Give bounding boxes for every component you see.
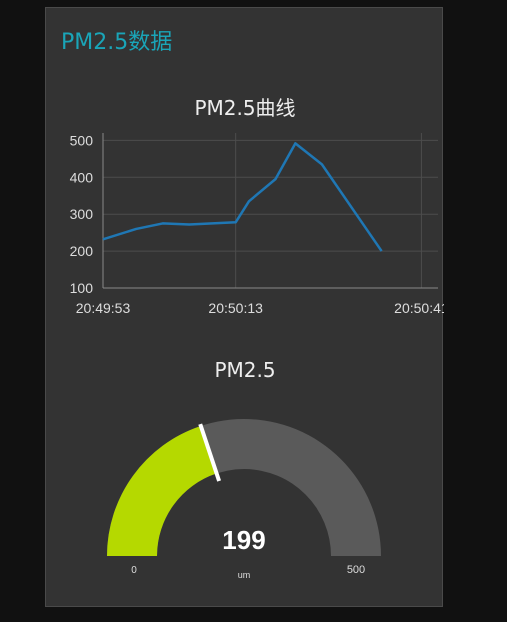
- chart-title: PM2.5曲线: [194, 96, 296, 120]
- card-title: PM2.5数据: [61, 30, 173, 55]
- y-tick-label: 500: [70, 132, 94, 148]
- chart-ticks: 500 400 300 200 100 20:49:53 20:50:13 20:50:41: [70, 132, 444, 316]
- y-tick-label: 200: [70, 243, 94, 259]
- gauge-fill: [107, 425, 217, 556]
- pm25-data-card: PM2.5数据 PM2.5曲线 500 400 300 200 100 20:49:53 2…: [45, 7, 444, 607]
- gauge-min-label: 0: [131, 565, 137, 576]
- x-tick-label: 20:50:13: [208, 300, 263, 316]
- pm25-gauge: 199 um 0 500: [107, 419, 381, 580]
- line-chart: 500 400 300 200 100 20:49:53 20:50:13 20:50:41: [70, 132, 444, 316]
- gauge-max-label: 500: [347, 564, 365, 576]
- y-tick-label: 400: [70, 169, 94, 185]
- y-tick-label: 100: [70, 280, 94, 296]
- gauge-unit: um: [238, 570, 251, 580]
- series-line: [102, 142, 383, 252]
- y-tick-label: 300: [70, 206, 94, 222]
- chart-series: [102, 142, 383, 252]
- gauge-value: 199: [222, 525, 265, 555]
- gauge-title: PM2.5: [214, 358, 276, 382]
- x-tick-label: 20:49:53: [76, 300, 131, 316]
- gauge-needle: [198, 423, 222, 482]
- x-tick-label: 20:50:41: [394, 300, 444, 316]
- chart-grid: [102, 133, 438, 289]
